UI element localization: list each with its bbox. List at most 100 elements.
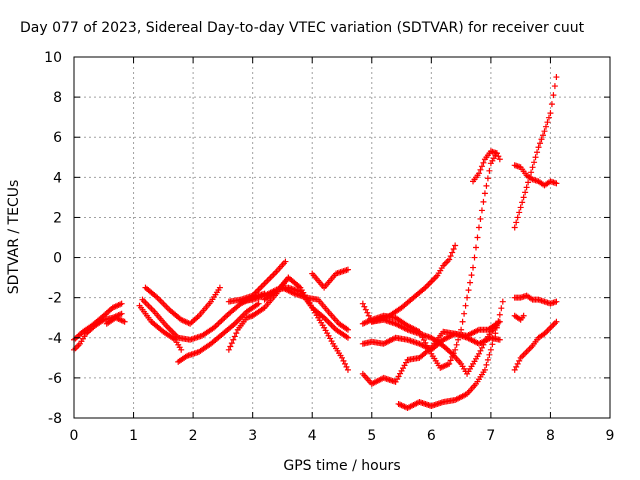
data-point xyxy=(481,190,488,197)
series-s21 xyxy=(511,292,560,307)
data-point xyxy=(542,123,549,130)
data-point xyxy=(495,318,502,325)
data-point xyxy=(231,333,238,340)
series-s3 xyxy=(103,314,128,327)
y-tick-label: 10 xyxy=(44,50,62,66)
data-point xyxy=(483,361,490,368)
x-axis-label: GPS time / hours xyxy=(283,458,400,474)
data-point xyxy=(222,313,229,320)
series-s18 xyxy=(368,242,459,325)
data-point xyxy=(538,136,545,143)
data-point xyxy=(532,154,539,161)
data-point xyxy=(545,114,552,121)
data-point xyxy=(520,312,527,319)
data-point xyxy=(529,164,536,171)
data-point xyxy=(523,184,530,191)
data-point xyxy=(455,336,462,343)
data-point xyxy=(553,298,560,305)
data-point xyxy=(553,180,560,187)
data-point xyxy=(339,354,345,361)
data-point xyxy=(548,101,555,108)
data-point xyxy=(474,234,481,241)
y-tick-label: 6 xyxy=(53,130,62,146)
x-tick-label: 7 xyxy=(486,428,495,444)
data-point xyxy=(340,357,347,364)
series-s11 xyxy=(261,274,351,341)
data-point xyxy=(341,360,348,367)
data-point xyxy=(449,353,456,360)
data-point xyxy=(477,215,484,222)
data-point xyxy=(553,74,560,81)
data-point xyxy=(513,219,520,226)
data-point xyxy=(478,207,485,214)
series-s5 xyxy=(142,284,223,327)
data-point xyxy=(493,150,500,157)
data-point xyxy=(525,179,532,186)
data-point xyxy=(490,335,497,342)
data-point xyxy=(359,300,366,307)
data-point xyxy=(528,169,535,176)
axis-ticks: 0 1 2 3 4 5 6 7 8 9 -8 -6 -4 -2 0 2 4 6 8 10 xyxy=(44,50,614,444)
y-axis-label: SDTVAR / TECUs xyxy=(6,180,22,295)
data-point xyxy=(118,310,125,317)
data-point xyxy=(344,326,351,333)
data-point xyxy=(216,284,223,291)
data-point xyxy=(465,287,472,294)
data-point xyxy=(397,370,404,377)
y-tick-label: 4 xyxy=(53,170,62,186)
data-point xyxy=(344,366,351,373)
data-point xyxy=(401,362,408,369)
chart-title: Day 077 of 2023, Sidereal Day-to-day VTE… xyxy=(20,20,585,36)
data-point xyxy=(447,253,454,260)
data-point xyxy=(496,156,503,163)
data-point xyxy=(477,166,484,173)
y-tick-label: 8 xyxy=(53,90,62,106)
series-s22 xyxy=(511,312,527,323)
data-point xyxy=(486,167,493,174)
series-s20 xyxy=(470,148,503,185)
x-tick-label: 8 xyxy=(546,428,555,444)
series-s13 xyxy=(309,266,351,291)
x-tick-label: 1 xyxy=(129,428,138,444)
data-point xyxy=(344,266,351,273)
data-point xyxy=(227,343,234,350)
data-point xyxy=(468,272,475,279)
data-point xyxy=(487,346,494,353)
data-point xyxy=(496,336,503,343)
data-point xyxy=(282,258,289,265)
data-point xyxy=(475,170,482,177)
data-point xyxy=(118,300,125,307)
data-point xyxy=(395,373,402,380)
data-point xyxy=(498,305,505,312)
x-tick-label: 5 xyxy=(367,428,376,444)
data-point xyxy=(480,159,487,166)
y-tick-label: -8 xyxy=(48,411,62,427)
data-point xyxy=(450,246,457,253)
data-point xyxy=(495,153,502,160)
data-point xyxy=(551,83,558,90)
data-point xyxy=(478,344,485,351)
data-point xyxy=(520,194,527,201)
data-point xyxy=(362,306,369,313)
data-point xyxy=(493,324,500,331)
data-point xyxy=(475,224,482,231)
data-point xyxy=(225,346,232,353)
data-point xyxy=(403,359,410,366)
data-point xyxy=(121,318,128,325)
data-point xyxy=(361,303,368,310)
data-point xyxy=(255,300,262,307)
data-point xyxy=(470,264,477,271)
data-point xyxy=(447,357,454,364)
data-point xyxy=(489,341,496,348)
data-point xyxy=(483,182,490,189)
data-point xyxy=(461,310,468,317)
data-point xyxy=(486,351,493,358)
data-point xyxy=(519,199,526,206)
plot-frame xyxy=(73,56,611,419)
data-point xyxy=(228,340,235,347)
data-point xyxy=(365,312,372,319)
data-point xyxy=(537,140,544,147)
data-point xyxy=(458,326,465,333)
data-point xyxy=(480,198,487,205)
